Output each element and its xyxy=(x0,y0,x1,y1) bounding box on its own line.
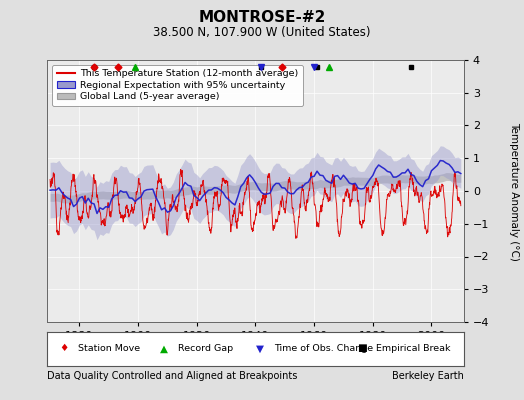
Text: Record Gap: Record Gap xyxy=(178,344,234,353)
Text: Time of Obs. Change: Time of Obs. Change xyxy=(274,344,373,353)
Text: MONTROSE-#2: MONTROSE-#2 xyxy=(198,10,326,25)
Text: ■: ■ xyxy=(357,343,367,353)
Text: ♦: ♦ xyxy=(59,343,69,353)
Text: 38.500 N, 107.900 W (United States): 38.500 N, 107.900 W (United States) xyxy=(153,26,371,39)
Legend: This Temperature Station (12-month average), Regional Expectation with 95% uncer: This Temperature Station (12-month avera… xyxy=(52,65,303,106)
Text: Empirical Break: Empirical Break xyxy=(376,344,451,353)
Text: Berkeley Earth: Berkeley Earth xyxy=(392,371,464,381)
Text: Data Quality Controlled and Aligned at Breakpoints: Data Quality Controlled and Aligned at B… xyxy=(47,371,298,381)
Text: Station Move: Station Move xyxy=(79,344,140,353)
Text: ▲: ▲ xyxy=(160,343,168,353)
Y-axis label: Temperature Anomaly (°C): Temperature Anomaly (°C) xyxy=(509,122,519,260)
Text: ▼: ▼ xyxy=(256,343,264,353)
